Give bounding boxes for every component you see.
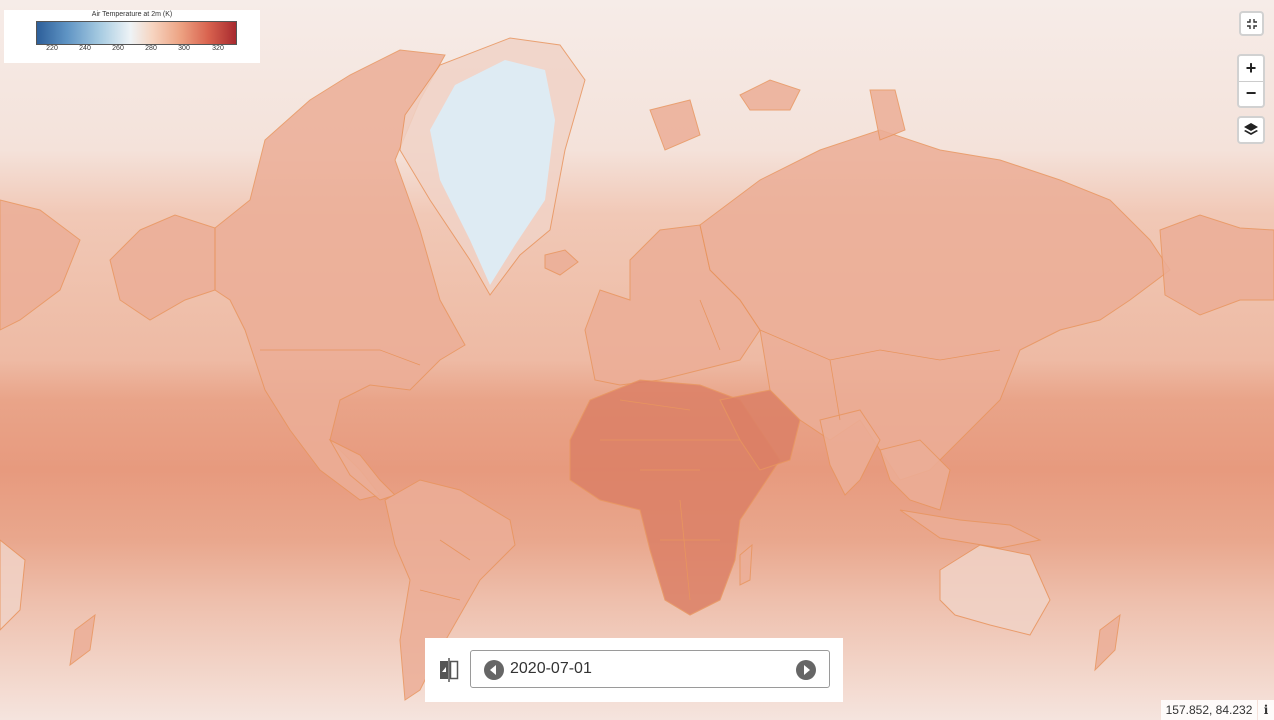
- layers-icon: [1244, 123, 1258, 135]
- legend-tick: 220: [46, 45, 58, 52]
- temperature-legend: Air Temperature at 2m (K) 220 240 260 28…: [4, 10, 260, 63]
- legend-tick: 320: [212, 45, 224, 52]
- zoom-out-button[interactable]: −: [1245, 83, 1257, 103]
- legend-tick: 240: [79, 45, 91, 52]
- southeast-asia: [879, 439, 951, 511]
- chevron-right-icon: [804, 665, 810, 675]
- compare-icon: [440, 658, 459, 682]
- next-date-button[interactable]: [796, 660, 816, 680]
- iceland: [544, 249, 579, 276]
- australia-west-edge: [0, 539, 26, 631]
- info-button[interactable]: i: [1258, 700, 1274, 720]
- legend-colorbar: [36, 21, 237, 45]
- north-america: [214, 49, 466, 501]
- india: [819, 409, 881, 496]
- date-field[interactable]: 2020-07-01: [470, 650, 830, 688]
- alaska-east-edge: [1159, 214, 1274, 316]
- cursor-coordinates: 157.852, 84.232: [1161, 700, 1257, 720]
- africa: [569, 379, 781, 616]
- new-zealand: [1094, 613, 1121, 672]
- date-value: 2020-07-01: [510, 660, 592, 677]
- collapse-button[interactable]: [1239, 11, 1264, 36]
- madagascar: [739, 543, 753, 586]
- svalbard: [649, 99, 701, 151]
- new-zealand-west-edge: [69, 613, 96, 667]
- date-selector-panel: 2020-07-01: [425, 638, 843, 702]
- zoom-control: + −: [1237, 54, 1265, 108]
- chevron-left-icon: [490, 665, 496, 675]
- legend-tick: 260: [112, 45, 124, 52]
- severnaya-zemlya: [869, 89, 906, 141]
- country-borders: [214, 228, 1001, 601]
- legend-tick: 280: [145, 45, 157, 52]
- asia: [699, 129, 1171, 481]
- legend-title: Air Temperature at 2m (K): [91, 11, 173, 18]
- asia-west-edge: [0, 199, 81, 331]
- legend-tick: 300: [178, 45, 190, 52]
- greenland-ice: [430, 60, 555, 285]
- alaska: [109, 214, 216, 321]
- zoom-in-button[interactable]: +: [1239, 56, 1263, 82]
- australia: [939, 544, 1051, 636]
- previous-date-button[interactable]: [484, 660, 504, 680]
- south-america: [384, 479, 516, 701]
- arctic-island: [739, 79, 801, 111]
- compare-button[interactable]: [438, 658, 460, 682]
- layers-button[interactable]: [1237, 116, 1265, 144]
- indonesia: [899, 509, 1042, 549]
- collapse-icon: [1246, 18, 1257, 29]
